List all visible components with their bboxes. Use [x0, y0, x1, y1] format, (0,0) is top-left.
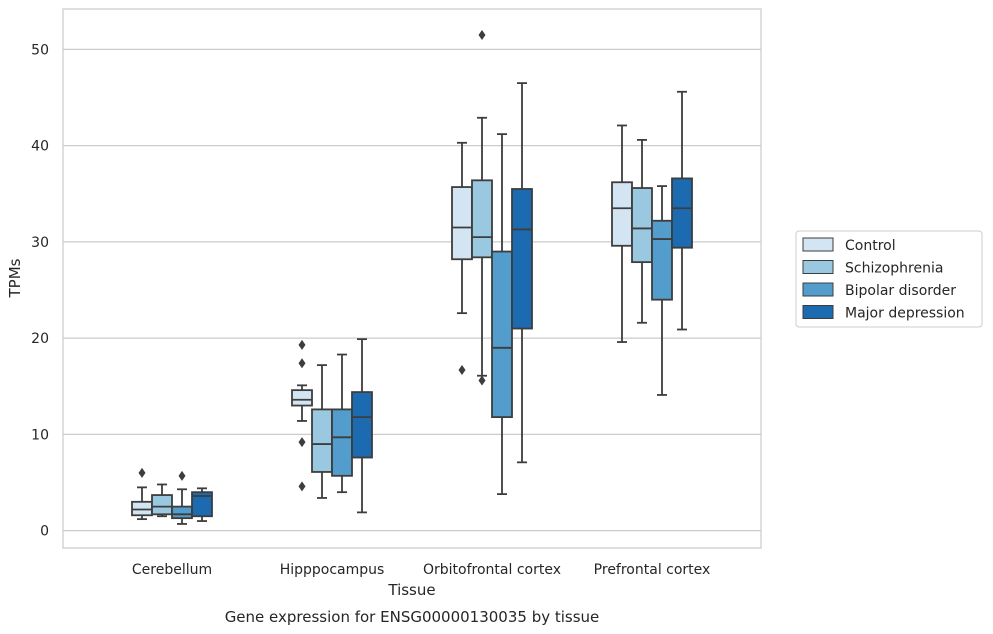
box-iqr — [291, 389, 313, 407]
legend: Control Schizophrenia Bipolar disorder Majo… — [795, 230, 983, 328]
box-iqr — [171, 505, 193, 520]
box-iqr — [131, 500, 153, 517]
box-group — [311, 364, 333, 499]
legend-frame — [795, 230, 983, 328]
legend-swatch — [802, 260, 834, 274]
legend-swatch — [802, 305, 834, 319]
outlier-point — [298, 358, 306, 369]
outlier-point — [298, 437, 306, 448]
box-iqr — [451, 186, 473, 261]
legend-label: Bipolar disorder — [845, 283, 956, 299]
box-iqr — [151, 494, 173, 516]
legend-swatch — [802, 237, 834, 252]
box-group — [611, 124, 633, 343]
box-group — [291, 339, 313, 492]
outlier-point — [138, 467, 146, 478]
box-group — [171, 470, 193, 525]
box-iqr — [491, 250, 513, 419]
box-iqr — [351, 391, 373, 459]
outlier-point — [478, 375, 486, 386]
box-group — [451, 141, 473, 375]
y-tick-label: 0 — [40, 524, 49, 540]
grid-lines — [63, 48, 761, 532]
x-tick-label: Orbitofrontal cortex — [423, 562, 561, 578]
box-group — [671, 90, 693, 331]
y-tick-label: 50 — [31, 42, 49, 58]
x-tick-label: Cerebellum — [132, 562, 212, 578]
box-group — [471, 29, 493, 386]
box-iqr — [631, 187, 653, 264]
y-tick-label: 30 — [31, 235, 49, 251]
legend-items: Control Schizophrenia Bipolar disorder Majo… — [802, 237, 965, 322]
legend-swatch — [802, 282, 834, 297]
box-iqr — [311, 408, 333, 473]
outlier-point — [478, 29, 486, 40]
box-group — [131, 467, 153, 521]
legend-label: Schizophrenia — [845, 261, 943, 277]
box-group — [491, 133, 513, 496]
box-group — [331, 353, 353, 494]
box-group — [351, 338, 373, 514]
box-group — [191, 487, 213, 522]
chart-caption: Gene expression for ENSG00000130035 by t… — [225, 608, 600, 626]
box-group — [151, 483, 173, 518]
x-tick-labels: Cerebellum Hipppocampus Orbitofrontal cort… — [132, 562, 710, 578]
box-group — [511, 82, 533, 464]
legend-label: Control — [845, 238, 896, 254]
outlier-point — [178, 470, 186, 481]
box-iqr — [331, 408, 353, 477]
y-tick-label: 20 — [31, 331, 49, 347]
box-iqr — [671, 177, 693, 249]
box-iqr — [191, 491, 213, 518]
legend-label: Major depression — [845, 306, 965, 322]
outlier-point — [458, 364, 466, 375]
outlier-point — [298, 481, 306, 492]
y-tick-labels: 0 10 20 30 40 50 — [31, 42, 49, 539]
x-tick-label: Hipppocampus — [280, 562, 385, 578]
plot-area-frame — [62, 8, 762, 549]
y-tick-label: 10 — [31, 427, 49, 443]
box-iqr — [611, 181, 633, 247]
box-groups — [131, 29, 693, 525]
box-iqr — [651, 219, 673, 301]
outlier-point — [298, 339, 306, 350]
box-iqr — [471, 179, 493, 259]
x-tick-label: Prefrontal cortex — [594, 562, 711, 578]
x-axis-label: Tissue — [387, 581, 435, 599]
box-group — [651, 185, 673, 396]
box-iqr — [511, 188, 533, 330]
y-axis-label: TPMs — [6, 258, 24, 298]
box-group — [631, 138, 653, 324]
y-tick-label: 40 — [31, 139, 49, 155]
